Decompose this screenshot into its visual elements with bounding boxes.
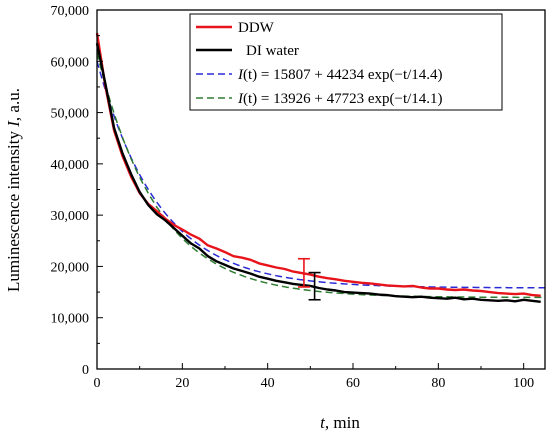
x-tick-label: 100 xyxy=(513,376,534,391)
legend: DDW DI water I(t) = 15807 + 44234 exp(−t… xyxy=(189,13,503,111)
y-axis-ticks: 0 10,000 20,000 30,000 40,000 50,000 60,000 70,… xyxy=(51,4,103,378)
y-tick-label: 10,000 xyxy=(51,312,90,327)
fit-line-ddw xyxy=(96,60,545,289)
x-tick-label: 20 xyxy=(175,376,189,391)
series-line-di-water xyxy=(95,43,541,303)
legend-label-di-water: DI water xyxy=(246,43,299,59)
y-tick-label: 0 xyxy=(82,363,89,378)
legend-label-fit-ddw: I(t) = 15807 + 44234 exp(−t/14.4) xyxy=(237,67,443,83)
legend-entry-fit-ddw: I(t) = 15807 + 44234 exp(−t/14.4) xyxy=(196,67,443,83)
y-tick-label: 30,000 xyxy=(51,209,90,224)
y-tick-label: 50,000 xyxy=(51,107,90,122)
y-axis-label: Luminescence intensity I, a.u. xyxy=(4,88,23,292)
legend-label-ddw: DDW xyxy=(238,20,275,36)
legend-entry-fit-di-water: I(t) = 13926 + 47723 exp(−t/14.1) xyxy=(196,91,443,107)
x-tick-label: 60 xyxy=(346,376,360,391)
error-bar-di-water xyxy=(308,271,321,301)
x-axis-ticks: 0 20 40 60 80 100 xyxy=(94,363,534,391)
legend-entry-ddw: DDW xyxy=(196,20,275,36)
y-tick-label: 20,000 xyxy=(51,260,90,275)
plot-series xyxy=(95,32,545,303)
y-tick-label: 70,000 xyxy=(51,4,90,19)
legend-entry-di-water: DI water xyxy=(196,43,299,59)
x-tick-label: 40 xyxy=(261,376,275,391)
error-bars xyxy=(297,257,321,301)
x-tick-label: 0 xyxy=(94,376,101,391)
series-line-ddw xyxy=(95,32,541,297)
legend-label-fit-di-water: I(t) = 13926 + 47723 exp(−t/14.1) xyxy=(237,91,443,107)
x-tick-label: 80 xyxy=(431,376,445,391)
legend-box xyxy=(189,13,503,111)
y-tick-label: 40,000 xyxy=(51,158,90,173)
x-axis-label: t, min xyxy=(320,413,360,432)
error-bar-ddw xyxy=(297,257,310,288)
y-tick-label: 60,000 xyxy=(51,55,90,70)
